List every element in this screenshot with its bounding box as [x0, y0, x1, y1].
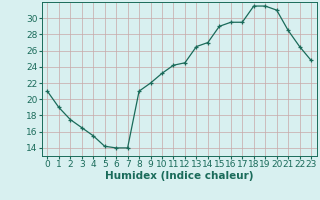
X-axis label: Humidex (Indice chaleur): Humidex (Indice chaleur) — [105, 171, 253, 181]
